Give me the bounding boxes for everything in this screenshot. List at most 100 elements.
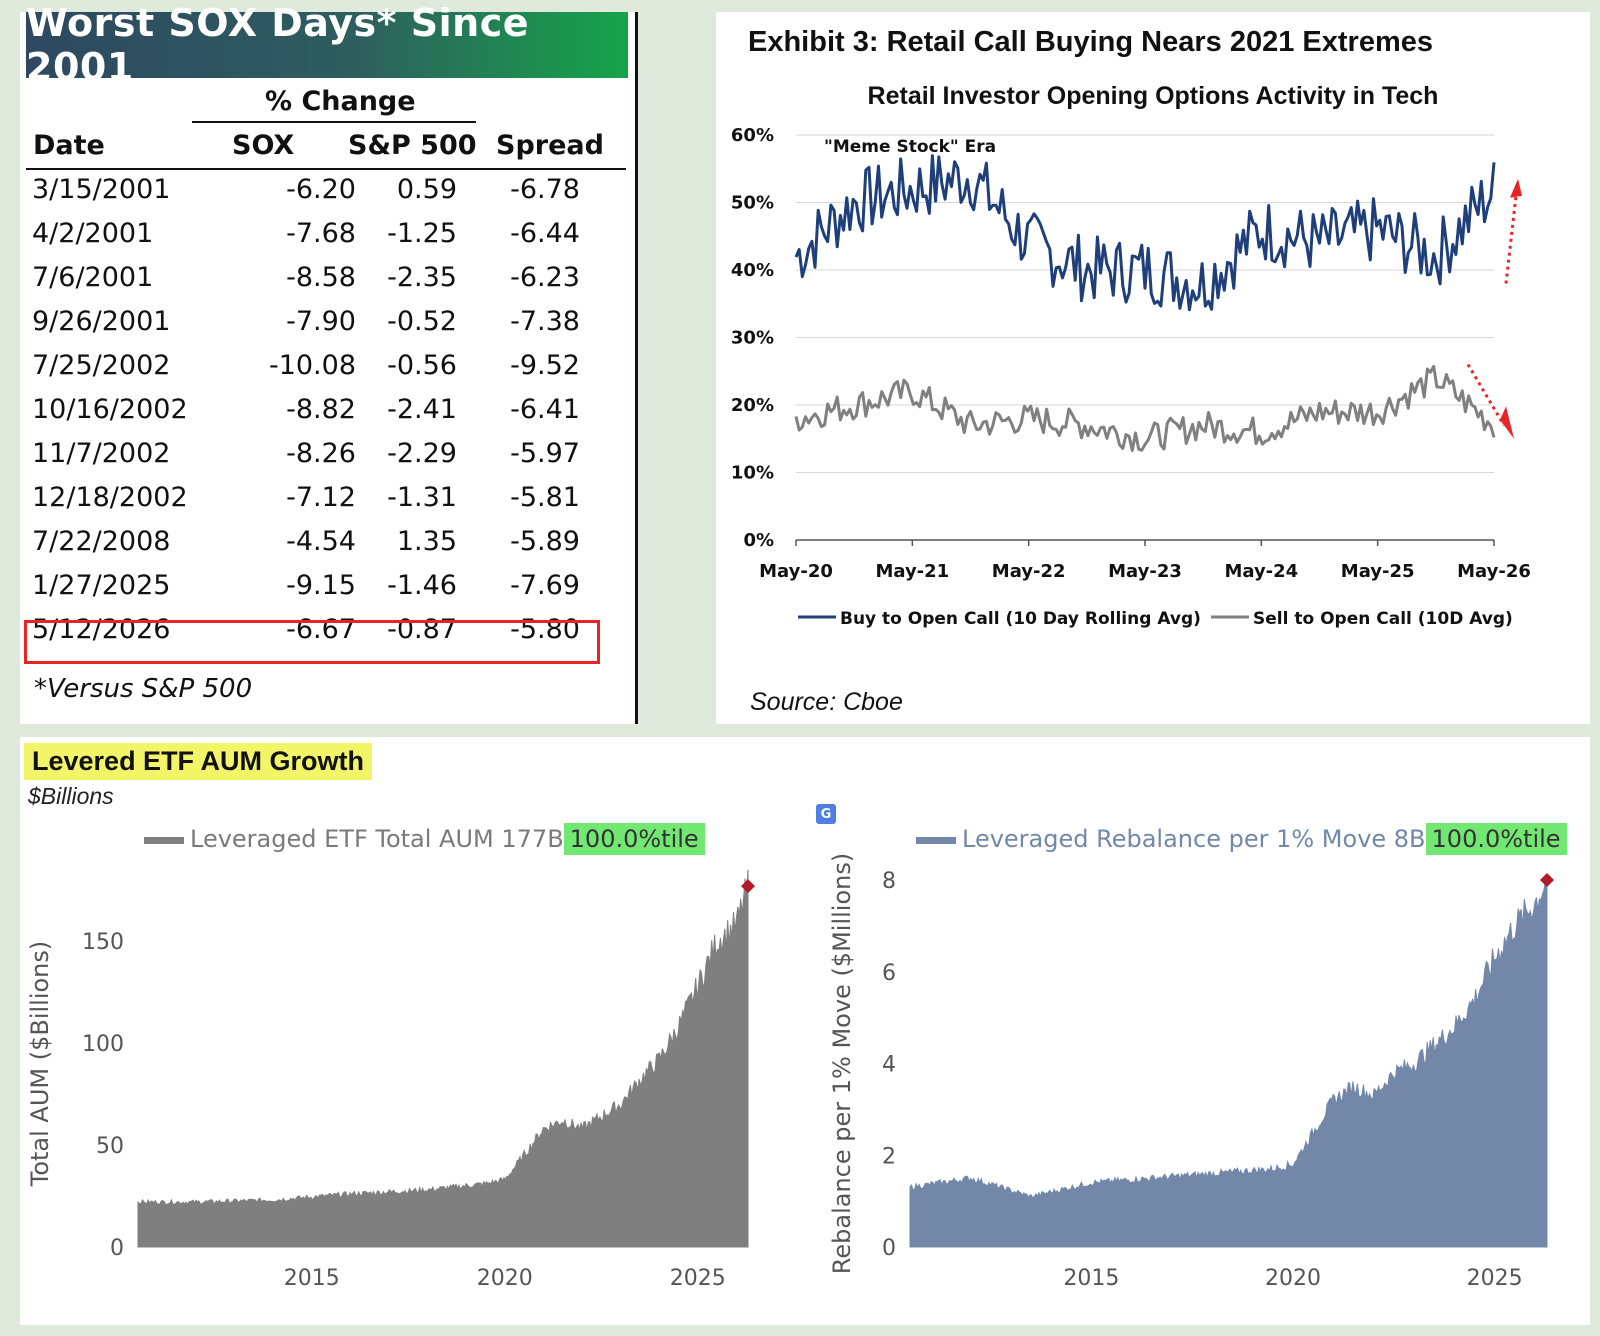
up-arrow xyxy=(1504,195,1518,284)
row-sox: -8.82 xyxy=(286,394,356,425)
row-date: 3/15/2001 xyxy=(32,174,171,205)
row-sp500: 0.59 xyxy=(396,174,457,205)
y-tick-label: 4 xyxy=(882,1053,896,1078)
row-date: 7/6/2001 xyxy=(32,262,154,293)
left-legend-percentile: 100.0%tile xyxy=(563,823,705,855)
row-sox: -9.15 xyxy=(286,570,356,601)
left-legend-text: Leveraged ETF Total AUM 177B xyxy=(190,825,564,853)
x-tick-label: 2020 xyxy=(477,1266,533,1291)
area-series xyxy=(909,880,1548,1248)
right-legend: Leveraged Rebalance per 1% Move 8B 100.0%… xyxy=(916,823,1567,855)
down-arrow-head xyxy=(1500,406,1514,439)
row-spread: -9.52 xyxy=(510,350,580,381)
x-tick-label: 2025 xyxy=(670,1266,726,1291)
row-sp500: -0.52 xyxy=(387,306,457,337)
table-footnote: *Versus S&P 500 xyxy=(34,674,253,704)
row-sp500: -0.56 xyxy=(387,350,457,381)
row-sp500: -2.29 xyxy=(387,438,457,469)
exhibit-chart-title: Retail Investor Opening Options Activity… xyxy=(867,82,1439,110)
row-spread: -7.69 xyxy=(510,570,580,601)
series-line xyxy=(794,154,1496,312)
row-sox: -8.58 xyxy=(286,262,356,293)
x-tick-label: May-23 xyxy=(1108,561,1182,582)
col-header-sp500: S&P 500 xyxy=(348,130,477,161)
etf-charts: 0 50 100 150 2015 2020 2025 Total AUM ($Billion… xyxy=(26,853,1554,1291)
row-sox: -6.20 xyxy=(286,174,356,205)
row-spread: -5.89 xyxy=(510,526,580,557)
series-line xyxy=(794,364,1496,452)
col-header-sox: SOX xyxy=(232,130,295,161)
left-legend-swatch xyxy=(144,836,184,844)
x-tick-label: May-25 xyxy=(1341,561,1415,582)
y-tick-label: 0% xyxy=(743,530,774,551)
row-date: 9/26/2001 xyxy=(32,306,171,337)
exhibit-source: Source: Cboe xyxy=(750,688,903,716)
row-sp500: -2.35 xyxy=(387,262,457,293)
group-header: % Change xyxy=(265,86,416,117)
row-date: 1/27/2025 xyxy=(32,570,171,601)
x-tick-label: 2015 xyxy=(1063,1266,1119,1291)
row-sp500: -1.25 xyxy=(387,218,457,249)
up-arrow-head xyxy=(1510,178,1522,198)
right-legend-swatch xyxy=(916,836,956,844)
y-axis-label: Total AUM ($Billions) xyxy=(26,941,54,1188)
y-tick-label: 20% xyxy=(731,395,774,416)
right-legend-percentile: 100.0%tile xyxy=(1425,823,1567,855)
y-tick-label: 50% xyxy=(731,193,774,214)
row-sox: -6.67 xyxy=(286,614,356,645)
row-sox: -8.26 xyxy=(286,438,356,469)
y-tick-label: 2 xyxy=(882,1144,896,1169)
row-sp500: -1.46 xyxy=(387,570,457,601)
sox-table-panel: Worst SOX Days* Since 2001 % Change Date… xyxy=(20,1,638,724)
panel-divider xyxy=(635,12,638,724)
row-sox: -7.12 xyxy=(286,482,356,513)
y-tick-label: 6 xyxy=(882,961,896,986)
y-tick-label: 60% xyxy=(731,125,774,146)
latest-value-marker xyxy=(1540,873,1554,887)
x-tick-label: May-20 xyxy=(759,561,833,582)
etf-panel: Levered ETF AUM Growth $Billions 0 50 100 1… xyxy=(20,737,1590,1325)
etf-subtitle: $Billions xyxy=(28,783,114,809)
row-sox: -7.90 xyxy=(286,306,356,337)
translate-icon[interactable]: G xyxy=(816,804,836,824)
row-date: 4/2/2001 xyxy=(32,218,154,249)
etf-title: Levered ETF AUM Growth xyxy=(24,743,373,780)
y-tick-label: 0 xyxy=(110,1236,124,1261)
x-tick-label: May-21 xyxy=(875,561,949,582)
row-spread: -6.78 xyxy=(510,174,580,205)
row-spread: -7.38 xyxy=(510,306,580,337)
row-date: 10/16/2002 xyxy=(32,394,188,425)
row-spread: -5.80 xyxy=(510,614,580,645)
y-tick-label: 50 xyxy=(96,1134,124,1159)
left-legend: Leveraged ETF Total AUM 177B 100.0%tile xyxy=(144,823,705,855)
row-date: 12/18/2002 xyxy=(32,482,188,513)
x-tick-label: May-22 xyxy=(992,561,1066,582)
y-tick-label: 0 xyxy=(882,1236,896,1261)
row-date: 5/12/2026 xyxy=(32,614,171,645)
row-spread: -6.41 xyxy=(510,394,580,425)
row-sox: -4.54 xyxy=(286,526,356,557)
legend-label: Buy to Open Call (10 Day Rolling Avg) xyxy=(840,609,1201,629)
row-date: 11/7/2002 xyxy=(32,438,171,469)
row-spread: -5.81 xyxy=(510,482,580,513)
row-spread: -6.23 xyxy=(510,262,580,293)
y-tick-label: 40% xyxy=(731,260,774,281)
x-tick-label: 2020 xyxy=(1265,1266,1321,1291)
row-sp500: -2.41 xyxy=(387,394,457,425)
x-tick-label: May-26 xyxy=(1457,561,1531,582)
exhibit-title: Exhibit 3: Retail Call Buying Nears 2021… xyxy=(748,26,1433,58)
right-legend-text: Leveraged Rebalance per 1% Move 8B xyxy=(962,825,1426,853)
table-title: Worst SOX Days* Since 2001 xyxy=(26,1,628,89)
header-rule xyxy=(26,168,626,170)
row-sox: -7.68 xyxy=(286,218,356,249)
highlight-box xyxy=(24,620,600,664)
retail-options-chart: 0% 10% 20% 30% 40% 50% 60% May-20 May-21 May-22 Ma… xyxy=(731,125,1531,629)
row-sp500: 1.35 xyxy=(396,526,457,557)
x-tick-label: May-24 xyxy=(1224,561,1298,582)
row-sox: -10.08 xyxy=(268,350,356,381)
legend-label: Sell to Open Call (10D Avg) xyxy=(1253,609,1513,629)
y-axis-label: Rebalance per 1% Move ($Millions) xyxy=(828,853,856,1274)
exhibit-panel: Exhibit 3: Retail Call Buying Nears 2021… xyxy=(716,12,1590,724)
row-spread: -6.44 xyxy=(510,218,580,249)
row-date: 7/22/2008 xyxy=(32,526,171,557)
